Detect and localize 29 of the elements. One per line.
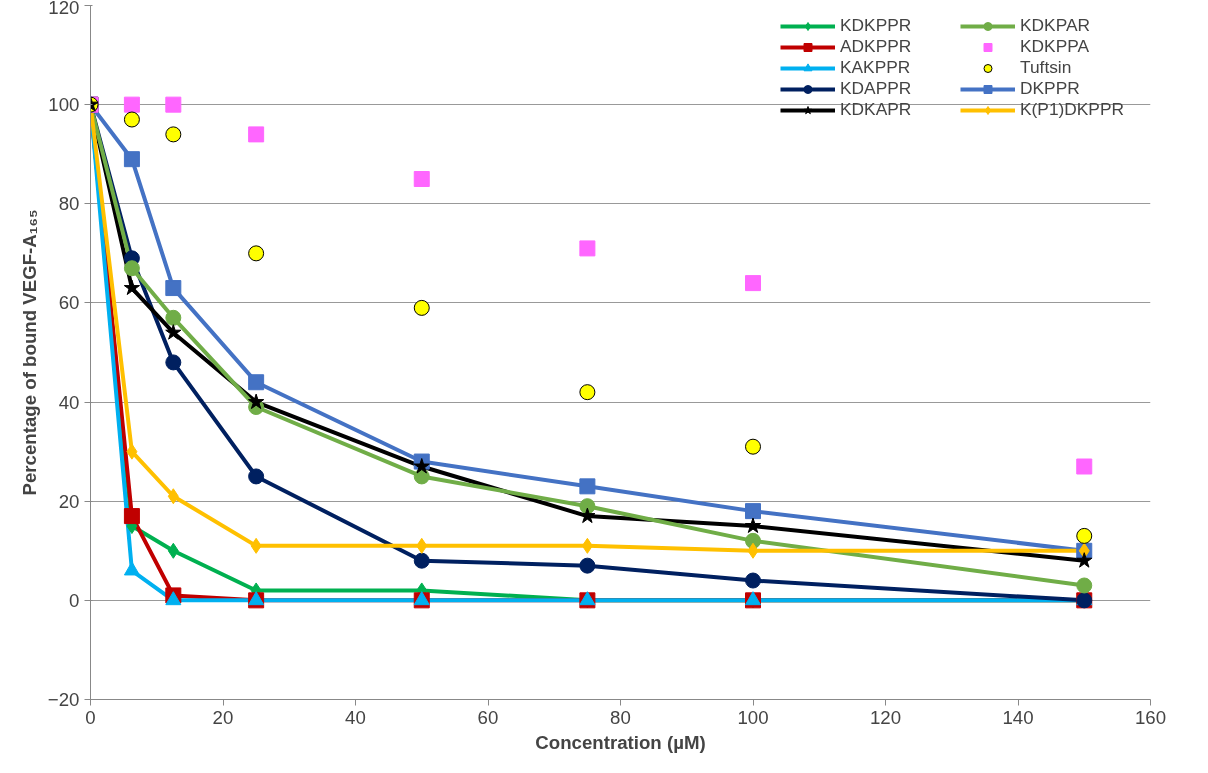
y-tick-label: 120 <box>48 0 80 18</box>
x-axis-title: Concentration (µM) <box>535 731 706 753</box>
x-tick-label: 140 <box>1002 706 1034 728</box>
legend-label: Tuftsin <box>1020 57 1073 78</box>
x-tick-label: 160 <box>1134 706 1167 728</box>
legend-label: KDKPPR <box>840 15 913 36</box>
x-tick-label: 120 <box>869 706 902 728</box>
legend-label: DKPPR <box>1020 78 1081 99</box>
x-tick-label: 100 <box>737 706 769 728</box>
y-tick-label: 40 <box>58 391 80 413</box>
y-tick-label: 0 <box>69 589 80 611</box>
legend-label: KDKPAR <box>1020 15 1091 36</box>
legend-label: K(P1)DKPPR <box>1020 99 1125 120</box>
y-tick-label: 80 <box>58 193 80 215</box>
x-tick-label: 40 <box>345 706 366 728</box>
x-tick-label: 0 <box>85 706 96 728</box>
legend-label: KDKPPA <box>1020 36 1091 57</box>
y-tick-label: 20 <box>58 490 80 512</box>
legend-label: ADKPPR <box>840 36 913 57</box>
y-tick-label: 60 <box>58 292 80 314</box>
x-tick-label: 60 <box>477 706 499 728</box>
x-tick-label: 20 <box>212 706 234 728</box>
x-tick-label: 80 <box>610 706 631 728</box>
legend-label: KAKPPR <box>840 57 912 78</box>
y-tick-label: −20 <box>47 689 80 710</box>
y-axis-title: Percentage of bound VEGF-A₁₆₅ <box>18 209 40 496</box>
y-tick-label: 100 <box>48 94 80 116</box>
legend-label: KDAPPR <box>840 78 913 99</box>
legend-label: KDKAPR <box>840 99 913 120</box>
